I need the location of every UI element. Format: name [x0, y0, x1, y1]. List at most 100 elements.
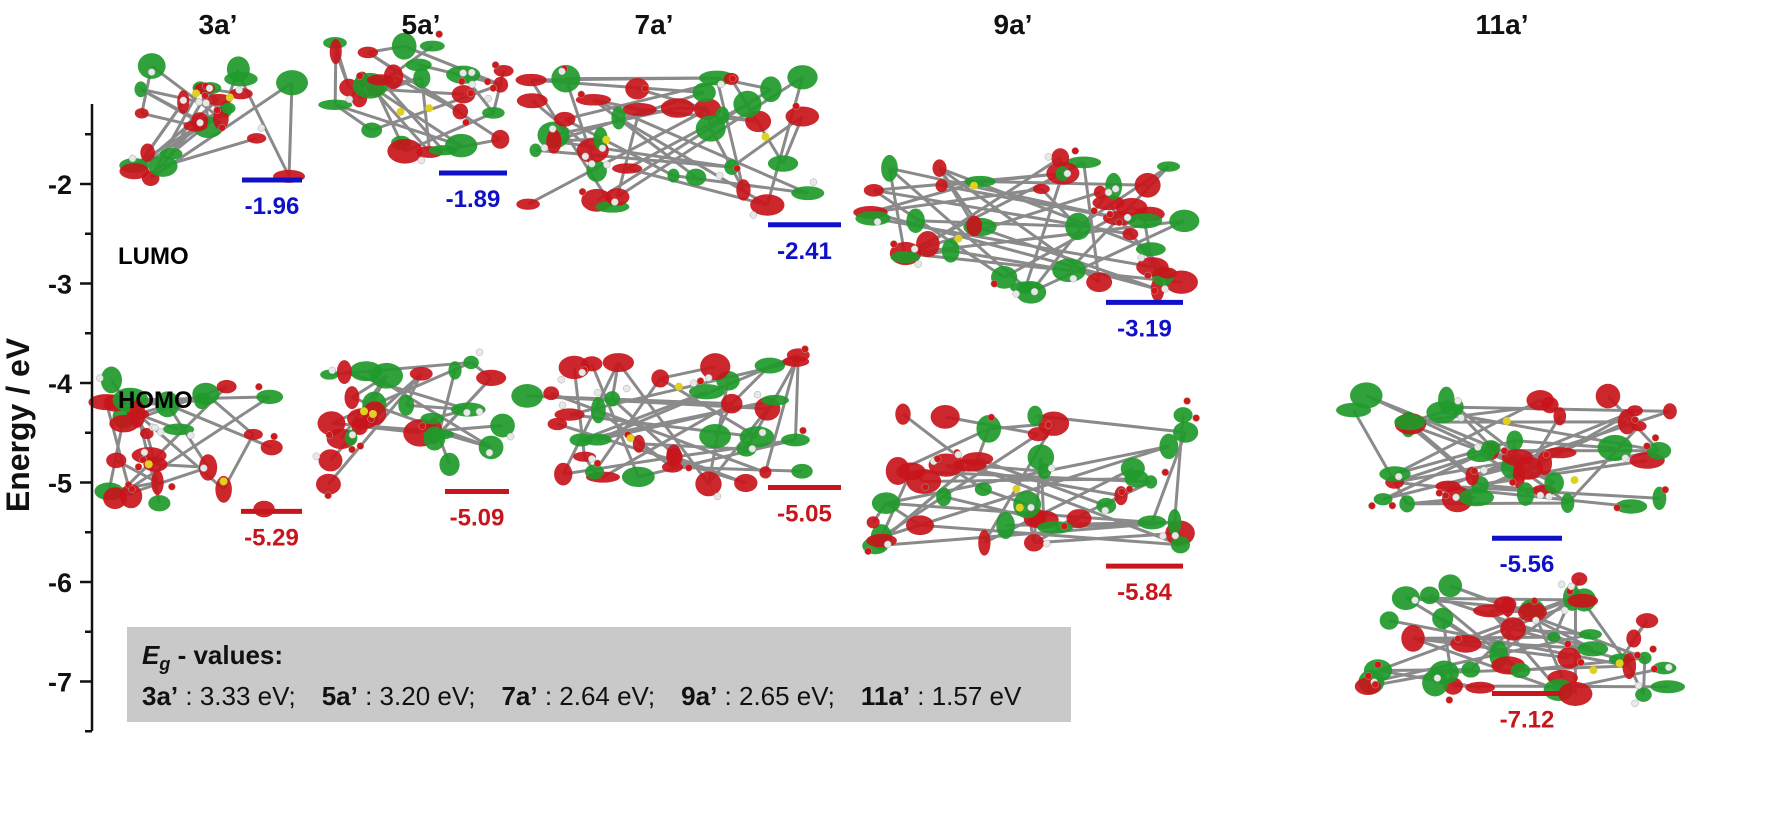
orbital-lobe — [515, 73, 547, 87]
atom — [1044, 421, 1053, 429]
sulfur-atom — [954, 234, 963, 243]
compound-title: 11a’ — [1476, 9, 1529, 40]
sulfur-atom — [225, 93, 234, 102]
atom — [1542, 450, 1551, 459]
orbital-lobe — [916, 231, 940, 258]
molecule-3a-lumo — [119, 53, 308, 186]
orbital-lobe — [1627, 405, 1643, 417]
orbital-lobe — [881, 154, 898, 182]
atom — [462, 118, 470, 127]
bond — [327, 372, 423, 486]
atom — [713, 492, 722, 501]
orbital-lobe — [1635, 613, 1659, 629]
atom — [435, 30, 443, 38]
orbital-lobe — [964, 175, 996, 188]
atom — [466, 89, 475, 98]
y-axis: -2 -3 -4 -5 -6 -7 — [48, 104, 94, 733]
orbital-lobe — [866, 533, 897, 548]
orbital-lobe — [855, 211, 891, 226]
orbital-lobe — [151, 469, 164, 495]
atom — [213, 106, 221, 114]
orbital-lobe — [1506, 430, 1524, 451]
atom — [468, 80, 476, 89]
energy-level-label: -5.29 — [244, 524, 299, 551]
orbital-lobe — [1577, 641, 1609, 657]
atom — [914, 260, 923, 268]
orbital-lobe — [1510, 662, 1531, 679]
atom — [463, 408, 471, 417]
compound-title: 7a’ — [635, 9, 674, 40]
orbital-lobe — [1144, 475, 1158, 489]
atom — [558, 401, 567, 409]
orbital-lobe — [243, 428, 263, 441]
orbital-lobe — [511, 384, 544, 408]
atom — [417, 156, 426, 165]
orbital-lobe — [791, 463, 813, 479]
orbital-lobe — [1135, 242, 1166, 257]
sulfur-atom — [368, 409, 377, 418]
atom — [1536, 491, 1545, 500]
atom — [990, 280, 999, 288]
atom — [140, 448, 149, 457]
orbital-lobe — [890, 251, 921, 264]
orbital-lobe — [700, 353, 731, 381]
atom — [1060, 522, 1069, 530]
atom — [96, 374, 104, 382]
atom — [1388, 501, 1397, 510]
sulfur-atom — [1015, 503, 1024, 512]
atom — [578, 187, 587, 196]
bandgap-compound: 7a’ — [475, 681, 537, 711]
atom — [1651, 434, 1660, 442]
bandgap-value: : 1.57 eV — [910, 681, 1022, 711]
sulfur-atom — [144, 460, 153, 469]
atom — [270, 432, 278, 441]
y-axis-label: Energy / eV — [0, 337, 36, 512]
atom — [883, 540, 892, 549]
orbital-lobe — [448, 361, 462, 380]
bond — [334, 103, 462, 148]
orbital-lobe — [996, 511, 1015, 540]
orbital-lobe — [759, 466, 772, 479]
atom — [1150, 286, 1159, 295]
atom — [753, 390, 762, 399]
atom — [1532, 616, 1540, 625]
bandgap-value: : 3.20 eV; — [358, 681, 476, 711]
bandgap-value: : 3.33 eV; — [178, 681, 296, 711]
orbital-lobe — [781, 433, 810, 447]
atom — [1368, 502, 1376, 510]
atom — [1474, 443, 1482, 451]
orbital-lobe — [428, 145, 458, 156]
orbital-lobe — [1626, 629, 1642, 648]
atom — [218, 123, 226, 132]
atom — [622, 384, 631, 393]
orbital-lobe — [787, 65, 818, 90]
atom — [506, 432, 515, 441]
bond — [793, 354, 800, 441]
orbital-lobe — [734, 473, 758, 493]
atom — [873, 218, 882, 226]
orbital-lobe — [750, 194, 785, 216]
orbital-lobe — [493, 64, 514, 77]
bandgap-values-line: 3a’ : 3.33 eV; 5a’ : 3.20 eV; 7a’ : 2.64… — [142, 681, 1022, 711]
atom — [418, 422, 427, 430]
atom — [1665, 663, 1673, 672]
atom — [1470, 467, 1479, 475]
sulfur-atom — [192, 89, 201, 98]
orbital-lobe — [361, 122, 383, 138]
orbital-lobe — [221, 102, 236, 114]
atom — [151, 423, 159, 432]
orbital-lobe — [685, 168, 707, 186]
orbital-lobe — [1547, 631, 1561, 643]
orbital-lobe — [215, 475, 232, 503]
atom — [1027, 503, 1035, 512]
bond — [287, 82, 294, 177]
energy-level-label: -5.84 — [1117, 579, 1172, 606]
energy-level-label: -7.12 — [1500, 706, 1555, 733]
compound-titles: 3a’ 5a’ 7a’ 9a’ 11a’ — [199, 9, 1529, 40]
orbital-lobe — [204, 93, 232, 106]
atom — [715, 171, 724, 180]
sulfur-atom — [396, 107, 405, 116]
orbital-lobe — [966, 215, 983, 237]
orbital-lobe — [137, 53, 166, 79]
orbital-lobe — [941, 238, 960, 263]
